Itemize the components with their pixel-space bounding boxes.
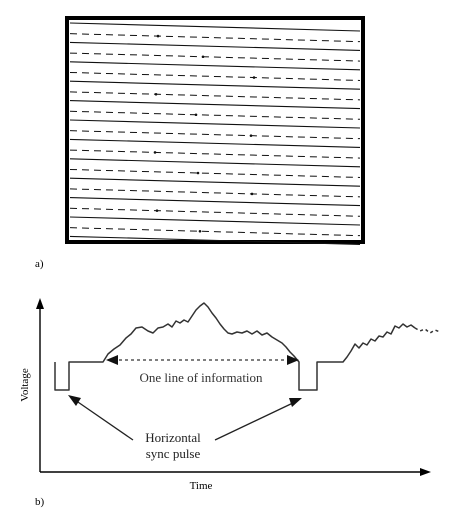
scan-line bbox=[69, 119, 361, 129]
x-axis-arrowhead bbox=[420, 468, 431, 476]
retrace-line bbox=[69, 110, 361, 120]
scan-line bbox=[69, 80, 361, 90]
info-span-left-arrowhead bbox=[106, 355, 118, 365]
retrace-line bbox=[69, 149, 361, 159]
scan-marker-dot bbox=[201, 55, 205, 59]
scan-line bbox=[69, 138, 361, 148]
scan-line bbox=[69, 177, 361, 187]
scan-line bbox=[69, 235, 361, 245]
scan-line bbox=[69, 216, 361, 226]
info-span-right-arrowhead bbox=[287, 355, 299, 365]
scan-line bbox=[69, 22, 361, 32]
scan-line bbox=[69, 158, 361, 168]
panel-b-label: b) bbox=[35, 496, 45, 508]
retrace-line bbox=[69, 71, 361, 81]
retrace-line bbox=[69, 168, 361, 178]
y-axis-label: Voltage bbox=[19, 368, 31, 402]
scan-marker-dot bbox=[198, 229, 202, 233]
retrace-line bbox=[69, 130, 361, 140]
scan-marker-dot bbox=[194, 113, 198, 117]
scan-marker-dot bbox=[153, 151, 157, 154]
sync-label-line2: sync pulse bbox=[146, 446, 201, 461]
sync-arrow-right-head bbox=[289, 398, 302, 407]
retrace-line bbox=[69, 188, 361, 198]
panel-a-raster-scan bbox=[65, 16, 365, 245]
retrace-line bbox=[69, 91, 361, 101]
sync-arrow-left-shaft bbox=[74, 399, 134, 441]
scan-line bbox=[69, 61, 361, 71]
scan-marker-dot bbox=[250, 192, 254, 196]
retrace-line bbox=[69, 227, 361, 237]
panel-a-label: a) bbox=[35, 258, 44, 270]
scan-marker-dot bbox=[155, 209, 159, 212]
sync-arrow-right-shaft bbox=[214, 401, 296, 441]
retrace-line bbox=[69, 33, 361, 43]
scan-line bbox=[69, 100, 361, 110]
scan-marker-dot bbox=[156, 34, 160, 38]
scan-line bbox=[69, 41, 361, 51]
waveform-continuation bbox=[414, 327, 441, 334]
video-signal-waveform bbox=[54, 302, 416, 391]
scan-lines bbox=[69, 22, 361, 245]
y-axis-arrowhead bbox=[36, 298, 44, 309]
sync-arrow-left-head bbox=[68, 395, 81, 406]
retrace-line bbox=[69, 207, 361, 217]
screen-frame bbox=[65, 16, 365, 244]
scan-marker-dot bbox=[249, 134, 253, 137]
scan-line bbox=[69, 197, 361, 207]
sync-label-line1: Horizontal bbox=[145, 430, 201, 445]
scan-marker-dot bbox=[154, 92, 158, 96]
x-axis-label: Time bbox=[190, 480, 213, 492]
panel-b-video-signal: One line of information Horizontal sync … bbox=[19, 298, 441, 492]
retrace-line bbox=[69, 52, 361, 62]
info-label: One line of information bbox=[139, 370, 263, 385]
scan-marker-dot bbox=[252, 76, 256, 79]
scan-marker-dot bbox=[196, 171, 200, 175]
